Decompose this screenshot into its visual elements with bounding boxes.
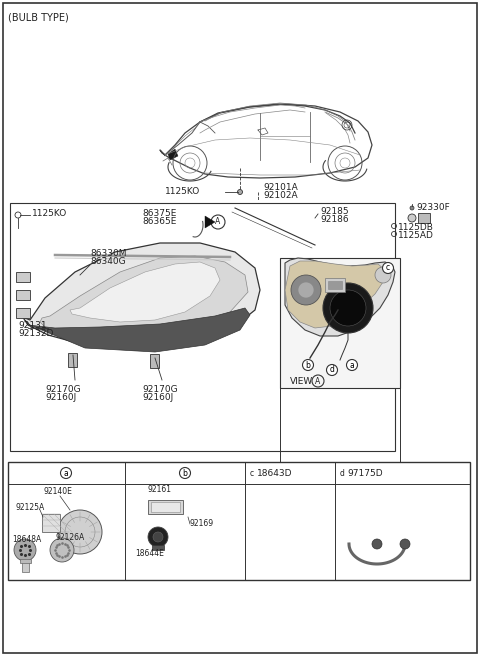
Text: 86340G: 86340G	[90, 258, 126, 266]
Circle shape	[408, 214, 416, 222]
Text: 92185: 92185	[320, 207, 348, 216]
Polygon shape	[285, 261, 385, 328]
Text: d: d	[340, 468, 345, 478]
Bar	[42, 514, 60, 532]
Bar	[152, 545, 164, 550]
Polygon shape	[40, 256, 248, 340]
Ellipse shape	[191, 497, 205, 517]
Circle shape	[14, 539, 36, 561]
Bar	[16, 290, 30, 300]
Text: 92132D: 92132D	[18, 329, 53, 337]
Text: 92140E: 92140E	[44, 487, 73, 497]
Text: 1125AD: 1125AD	[398, 232, 434, 241]
Bar	[16, 308, 30, 318]
Bar	[8, 462, 470, 580]
Text: 86375E: 86375E	[142, 209, 176, 218]
Circle shape	[375, 267, 391, 283]
Text: 92161: 92161	[148, 485, 172, 495]
Bar	[16, 272, 30, 282]
Circle shape	[302, 359, 313, 371]
Text: c: c	[250, 468, 254, 478]
Text: VIEW: VIEW	[290, 377, 313, 386]
Circle shape	[148, 527, 168, 547]
Text: 86365E: 86365E	[142, 216, 176, 226]
Polygon shape	[205, 216, 215, 228]
Bar	[20, 559, 31, 563]
Text: c: c	[386, 264, 390, 272]
Text: 92102A: 92102A	[263, 192, 298, 201]
Circle shape	[298, 282, 314, 298]
Text: 97175D: 97175D	[347, 468, 383, 478]
Polygon shape	[25, 308, 250, 352]
Text: b: b	[182, 468, 187, 478]
Text: 92170G: 92170G	[142, 386, 178, 394]
Text: 92126A: 92126A	[55, 533, 84, 541]
Circle shape	[410, 206, 414, 210]
Circle shape	[238, 190, 242, 194]
Text: b: b	[306, 361, 311, 369]
Text: 1125KO: 1125KO	[165, 186, 200, 195]
Polygon shape	[285, 258, 395, 336]
Bar	[280, 258, 400, 388]
Bar	[328, 281, 342, 289]
Circle shape	[372, 539, 382, 549]
Circle shape	[323, 283, 373, 333]
Text: A: A	[216, 218, 221, 226]
Text: a: a	[64, 468, 68, 478]
Bar	[148, 500, 183, 514]
Circle shape	[58, 510, 102, 554]
Text: 92186: 92186	[320, 216, 348, 224]
Text: 92131: 92131	[18, 321, 47, 329]
Circle shape	[326, 365, 337, 375]
Text: 92160J: 92160J	[142, 394, 173, 403]
Circle shape	[291, 275, 321, 305]
Ellipse shape	[284, 521, 297, 543]
Circle shape	[400, 539, 410, 549]
Bar	[10, 203, 395, 451]
Circle shape	[60, 468, 72, 478]
Circle shape	[180, 468, 191, 478]
Text: (BULB TYPE): (BULB TYPE)	[8, 13, 69, 23]
Text: d: d	[330, 365, 335, 375]
Text: 18648A: 18648A	[12, 535, 41, 544]
Ellipse shape	[123, 282, 173, 308]
Text: 1125DB: 1125DB	[398, 224, 434, 232]
Bar	[68, 353, 77, 367]
Circle shape	[153, 532, 163, 542]
Bar	[151, 502, 180, 512]
Text: 92169: 92169	[190, 520, 214, 529]
Text: 18643D: 18643D	[257, 468, 292, 478]
Text: 92101A: 92101A	[263, 184, 298, 192]
Text: 92170G: 92170G	[45, 386, 81, 394]
Text: 92160J: 92160J	[45, 394, 76, 403]
Bar	[150, 354, 159, 368]
Circle shape	[347, 359, 358, 371]
Bar	[325, 278, 345, 292]
Polygon shape	[70, 262, 220, 322]
Text: 1125KO: 1125KO	[32, 209, 67, 218]
Circle shape	[383, 262, 394, 274]
Text: 18644E: 18644E	[135, 550, 164, 558]
Polygon shape	[168, 149, 178, 160]
Ellipse shape	[110, 276, 185, 314]
Bar	[418, 213, 430, 223]
Circle shape	[330, 290, 366, 326]
Bar	[22, 560, 29, 572]
Text: A: A	[315, 377, 321, 386]
Circle shape	[50, 538, 74, 562]
Text: 86330M: 86330M	[90, 249, 127, 258]
Text: 92330F: 92330F	[416, 203, 450, 211]
Ellipse shape	[187, 493, 209, 521]
Polygon shape	[22, 243, 260, 350]
Text: 92125A: 92125A	[16, 502, 45, 512]
Text: a: a	[349, 361, 354, 369]
